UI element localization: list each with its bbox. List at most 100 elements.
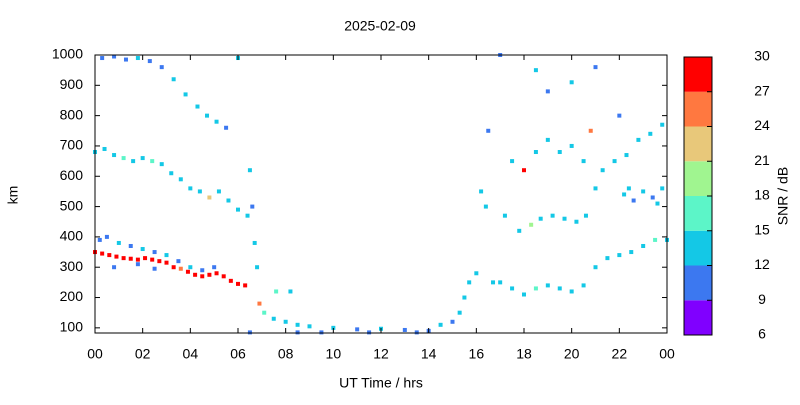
colorbar-segment bbox=[684, 300, 712, 335]
data-point bbox=[100, 56, 105, 61]
data-point bbox=[188, 186, 193, 191]
data-point bbox=[216, 189, 221, 194]
x-tick-label: 02 bbox=[135, 346, 151, 362]
colorbar-tick-label: 30 bbox=[754, 48, 770, 64]
colorbar-segment bbox=[684, 91, 712, 127]
y-tick-label: 100 bbox=[60, 319, 84, 335]
data-point bbox=[624, 153, 629, 158]
x-tick-label: 08 bbox=[278, 346, 294, 362]
data-point bbox=[183, 92, 188, 97]
data-point bbox=[438, 322, 443, 327]
data-point bbox=[491, 280, 496, 285]
x-tick-label: 18 bbox=[516, 346, 532, 362]
data-point bbox=[221, 274, 226, 279]
data-point bbox=[498, 280, 503, 285]
x-tick-label: 12 bbox=[373, 346, 389, 362]
data-point bbox=[622, 192, 627, 197]
x-tick-label: 04 bbox=[183, 346, 199, 362]
data-point bbox=[557, 286, 562, 291]
data-point bbox=[648, 131, 653, 136]
data-point bbox=[143, 256, 148, 261]
data-point bbox=[147, 59, 152, 64]
data-point bbox=[262, 310, 267, 315]
data-point bbox=[402, 327, 407, 332]
data-point bbox=[533, 150, 538, 155]
data-point bbox=[331, 325, 336, 330]
x-tick-label: 06 bbox=[230, 346, 246, 362]
data-point bbox=[116, 240, 121, 245]
data-point bbox=[131, 159, 136, 164]
data-point bbox=[588, 128, 593, 133]
colorbar-tick-label: 18 bbox=[754, 187, 770, 203]
data-point bbox=[414, 330, 419, 335]
data-point bbox=[274, 289, 279, 294]
data-point bbox=[545, 137, 550, 142]
data-point bbox=[653, 237, 658, 242]
data-point bbox=[655, 201, 660, 206]
data-point bbox=[207, 272, 212, 277]
data-point bbox=[193, 272, 198, 277]
data-point bbox=[295, 330, 300, 335]
data-point bbox=[600, 168, 605, 173]
colorbar-tick-label: 27 bbox=[754, 82, 770, 98]
data-point bbox=[636, 137, 641, 142]
data-point bbox=[612, 159, 617, 164]
data-point bbox=[617, 253, 622, 258]
data-point bbox=[593, 186, 598, 191]
data-point bbox=[617, 113, 622, 118]
data-point bbox=[510, 159, 515, 164]
data-point bbox=[581, 283, 586, 288]
data-point bbox=[224, 125, 229, 130]
data-point bbox=[486, 128, 491, 133]
data-point bbox=[228, 278, 233, 283]
colorbar-segment bbox=[684, 57, 712, 92]
colorbar-segment bbox=[684, 265, 712, 301]
data-point bbox=[510, 286, 515, 291]
data-point bbox=[533, 286, 538, 291]
colorbar-tick-label: 24 bbox=[754, 117, 770, 133]
data-point bbox=[450, 319, 455, 324]
data-point bbox=[593, 265, 598, 270]
colorbar-segment bbox=[684, 196, 712, 231]
y-axis-label: km bbox=[5, 186, 21, 205]
colorbar-tick-label: 9 bbox=[758, 291, 766, 307]
data-point bbox=[112, 265, 117, 270]
data-point bbox=[128, 243, 133, 248]
data-point bbox=[583, 213, 588, 218]
data-point bbox=[569, 289, 574, 294]
data-point bbox=[562, 216, 567, 221]
data-point bbox=[128, 256, 133, 261]
x-tick-label: 10 bbox=[326, 346, 342, 362]
data-point bbox=[257, 301, 262, 306]
y-tick-label: 300 bbox=[60, 258, 84, 274]
colorbar-label: SNR / dB bbox=[775, 167, 791, 225]
data-point bbox=[236, 281, 240, 286]
data-point bbox=[169, 171, 174, 176]
data-point bbox=[102, 146, 107, 151]
data-point bbox=[545, 89, 550, 94]
data-point bbox=[140, 156, 145, 161]
data-point bbox=[247, 330, 252, 335]
data-point bbox=[214, 119, 219, 124]
x-tick-label: 22 bbox=[612, 346, 628, 362]
data-point bbox=[626, 186, 631, 191]
data-point bbox=[557, 150, 562, 155]
colorbar-tick-label: 15 bbox=[754, 221, 770, 237]
data-point bbox=[135, 257, 140, 262]
data-point bbox=[97, 237, 102, 242]
colorbar-tick-label: 21 bbox=[754, 152, 770, 168]
data-point bbox=[538, 216, 543, 221]
data-point bbox=[176, 259, 181, 264]
data-point bbox=[107, 253, 112, 258]
data-point bbox=[533, 68, 538, 73]
data-point bbox=[121, 156, 126, 161]
colorbar-segment bbox=[684, 161, 712, 196]
data-point bbox=[152, 266, 157, 271]
data-point bbox=[112, 153, 117, 158]
data-point bbox=[178, 266, 183, 271]
data-point bbox=[114, 254, 119, 259]
data-point bbox=[243, 283, 248, 288]
data-point bbox=[631, 198, 636, 203]
data-point bbox=[104, 234, 109, 239]
